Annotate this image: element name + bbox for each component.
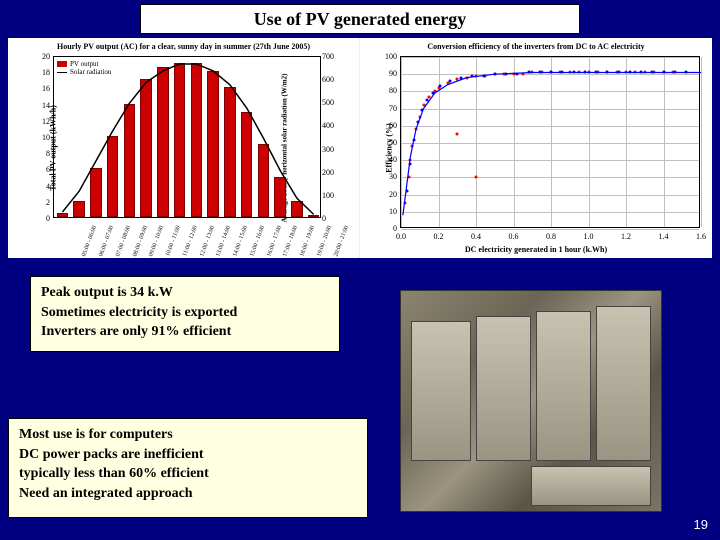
- summary-box-2: Most use is for computers DC power packs…: [8, 418, 368, 518]
- right-chart-xlabel: DC electricity generated in 1 hour (k.Wh…: [360, 245, 712, 254]
- inverter-photo: [400, 290, 662, 512]
- legend-label-pv: PV output: [70, 60, 98, 68]
- summary-box-1: Peak output is 34 k.W Sometimes electric…: [30, 276, 340, 352]
- left-chart-plot: PV output Solar radiation 02468101214161…: [53, 56, 321, 218]
- summary-2-line-1: DC power packs are inefficient: [19, 445, 357, 465]
- legend-swatch-pv: [57, 61, 67, 67]
- page-title-text: Use of PV generated energy: [254, 9, 467, 30]
- summary-1-line-2: Inverters are only 91% efficient: [41, 322, 329, 342]
- legend-item-pv: PV output: [57, 60, 111, 68]
- pv-output-chart: Hourly PV output (AC) for a clear, sunny…: [8, 38, 360, 258]
- photo-content: [401, 291, 661, 511]
- cabinet-1: [411, 321, 471, 461]
- summary-2-line-0: Most use is for computers: [19, 425, 357, 445]
- right-chart-ylabel: Efficiency (%): [384, 123, 393, 173]
- cabinet-3: [536, 311, 591, 461]
- charts-panel: Hourly PV output (AC) for a clear, sunny…: [8, 38, 712, 258]
- page-title: Use of PV generated energy: [140, 4, 580, 34]
- legend-item-solar: Solar radiation: [57, 68, 111, 76]
- left-chart-title: Hourly PV output (AC) for a clear, sunny…: [8, 42, 359, 51]
- left-chart-legend: PV output Solar radiation: [57, 60, 111, 77]
- right-chart-title: Conversion efficiency of the inverters f…: [360, 42, 712, 51]
- legend-swatch-solar: [57, 72, 67, 73]
- summary-2-line-3: Need an integrated approach: [19, 484, 357, 504]
- right-chart-plot: 01020304050607080901000.00.20.40.60.81.0…: [400, 56, 700, 228]
- summary-1-line-1: Sometimes electricity is exported: [41, 303, 329, 323]
- efficiency-chart: Conversion efficiency of the inverters f…: [360, 38, 712, 258]
- summary-1-line-0: Peak output is 34 k.W: [41, 283, 329, 303]
- summary-2-line-2: typically less than 60% efficient: [19, 464, 357, 484]
- cabinet-base: [531, 466, 651, 506]
- cabinet-2: [476, 316, 531, 461]
- page-number: 19: [694, 517, 708, 532]
- cabinet-4: [596, 306, 651, 461]
- legend-label-solar: Solar radiation: [70, 68, 111, 76]
